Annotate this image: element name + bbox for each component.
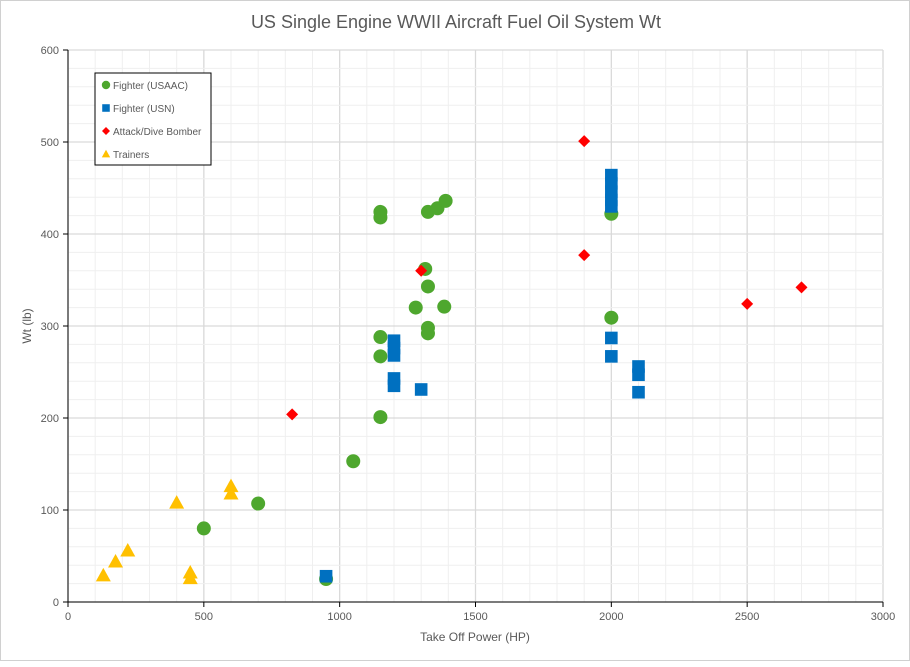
data-point-circle (420, 320, 435, 335)
data-point-circle (373, 330, 388, 345)
data-point-circle (437, 299, 452, 314)
data-point-square (387, 349, 401, 362)
data-point-square (632, 385, 645, 399)
data-point-square (605, 350, 618, 363)
axes: 0 500 1000 1500 2000 2500 3000 0 100 200 300 400 500… (41, 45, 896, 623)
y-tick-label: 0 (53, 597, 59, 609)
y-axis-label: Wt (lb) (20, 308, 34, 343)
legend: Fighter (USAAC) Fighter (USN) Attack/Dive … (94, 72, 212, 166)
data-point-diamond (415, 264, 428, 277)
data-point-diamond (741, 297, 754, 310)
data-point-square (414, 383, 428, 396)
data-point-diamond (795, 281, 808, 294)
x-tick-label: 2000 (599, 611, 623, 623)
data-point-circle (420, 279, 435, 294)
chart-title: US Single Engine WWII Aircraft Fuel Oil … (251, 12, 661, 32)
data-point-triangle (223, 485, 239, 500)
data-point-circle (251, 496, 266, 511)
data-point-triangle (95, 567, 111, 582)
x-tick-label: 1000 (327, 611, 351, 623)
y-tick-label: 100 (41, 505, 59, 517)
x-tick-label: 1500 (463, 611, 487, 623)
x-tick-label: 500 (195, 611, 213, 623)
data-point-square (605, 200, 618, 213)
legend-marker-diamond (102, 127, 110, 135)
data-point-square (605, 331, 618, 345)
data-point-triangle (108, 554, 124, 568)
data-point-circle (346, 454, 361, 469)
data-points (95, 135, 808, 586)
data-point-diamond (286, 408, 299, 421)
y-tick-label: 600 (41, 45, 59, 57)
x-tick-label: 0 (65, 611, 71, 623)
legend-marker-triangle (101, 149, 111, 158)
data-point-triangle (120, 542, 136, 557)
data-point-diamond (578, 135, 591, 148)
data-point-circle (604, 310, 619, 325)
data-point-circle (373, 349, 388, 364)
y-tick-label: 200 (41, 413, 59, 425)
data-point-square (632, 368, 645, 382)
legend-label: Attack/Dive Bomber (113, 127, 202, 138)
data-point-circle (408, 300, 423, 315)
legend-marker-square (102, 104, 110, 112)
data-point-circle (196, 521, 211, 536)
data-point-triangle (223, 478, 239, 493)
y-tick-label: 300 (41, 321, 59, 333)
data-point-square (387, 379, 401, 393)
data-point-circle (373, 410, 388, 425)
data-point-circle (438, 193, 453, 208)
legend-marker-circle (101, 80, 111, 90)
data-point-circle (373, 204, 388, 219)
data-point-triangle (182, 570, 198, 585)
data-point-diamond (578, 249, 591, 262)
y-tick-label: 400 (41, 229, 59, 241)
x-tick-label: 2500 (735, 611, 759, 623)
legend-label: Trainers (113, 150, 149, 161)
y-tick-label: 500 (41, 137, 59, 149)
x-axis-label: Take Off Power (HP) (420, 630, 530, 644)
data-point-square (319, 569, 333, 583)
legend-label: Fighter (USAAC) (113, 81, 188, 92)
x-tick-label: 3000 (871, 611, 895, 623)
data-point-triangle (169, 495, 185, 509)
legend-label: Fighter (USN) (113, 104, 175, 115)
